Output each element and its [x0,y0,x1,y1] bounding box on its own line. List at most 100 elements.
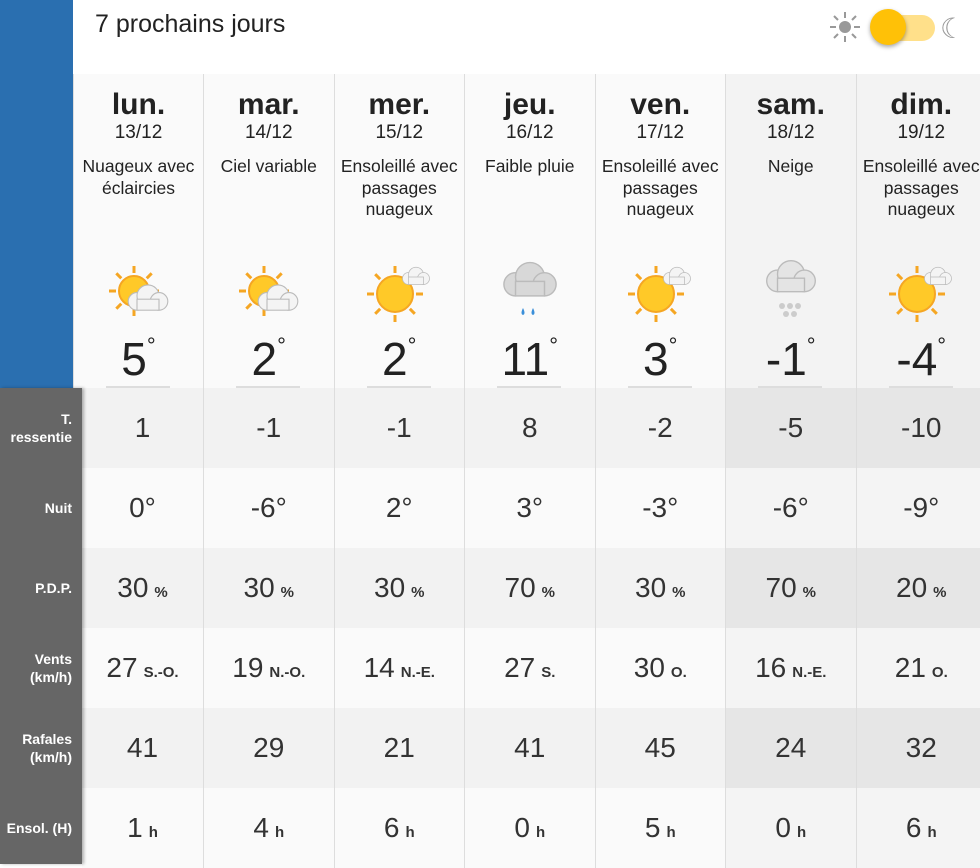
day-description: Ensoleillé avec passages nuageux [335,156,465,244]
day-description: Ciel variable [204,156,334,244]
temp-value: 2 [382,333,408,385]
cell-unit: N.-O. [269,664,305,681]
table-cell: 8 [464,388,595,468]
table-cell: -2 [595,388,726,468]
table-row: 30%30%30%70%30%70%20% [82,548,980,628]
table-cell: 41 [464,708,595,788]
temp-value: 11 [501,333,549,385]
table-row: 0°-6°2°3°-3°-6°-9° [82,468,980,548]
sun-behind-cloud-icon [106,258,172,324]
table-cell: -9° [856,468,980,548]
table-cell: 16 N.-E. [725,628,856,708]
toggle-knob[interactable] [870,9,906,45]
snow-cloud-icon [758,258,824,324]
cell-value: -6° [251,492,287,524]
table-cell: 21 [334,708,465,788]
cell-value: 16 [755,652,786,684]
cell-value: 41 [127,732,158,764]
cell-value: 21 [384,732,415,764]
cell-unit: % [672,584,685,601]
table-cell: 41 [82,708,203,788]
cell-value: 30 [117,572,148,604]
table-cell: 29 [203,708,334,788]
moon-icon: ☾ [940,12,965,45]
cell-unit: N.-E. [401,664,435,681]
cell-value: -5 [778,412,803,444]
cell-unit: O. [932,664,948,681]
cell-unit: h [666,824,675,841]
day-date: 14/12 [204,122,334,144]
day-name: dim. [857,88,980,122]
cell-value: 30 [634,652,665,684]
table-cell: 20% [856,548,980,628]
cell-value: 14 [364,652,395,684]
table-cell: 2° [334,468,465,548]
day-name: lun. [74,88,203,122]
cell-unit: S.-O. [144,664,179,681]
page-title: 7 prochains jours [95,10,285,39]
cell-unit: h [927,824,936,841]
table-cell: 30% [595,548,726,628]
table-cell: 70% [725,548,856,628]
day-date: 18/12 [726,122,856,144]
day-name: ven. [596,88,726,122]
cell-value: 6 [906,812,922,844]
day-name: jeu. [465,88,595,122]
cell-value: -9° [903,492,939,524]
cell-unit: h [275,824,284,841]
cell-value: 30 [635,572,666,604]
cell-unit: h [405,824,414,841]
temp-value: 5 [121,333,147,385]
row-label: Vents (km/h) [0,628,82,708]
row-label: Nuit [0,468,82,548]
cell-value: 2° [386,492,413,524]
cell-unit: % [154,584,167,601]
cell-unit: % [542,584,555,601]
cell-unit: N.-E. [792,664,826,681]
day-column-2: mer. 15/12 Ensoleillé avec passages nuag… [334,74,465,388]
sun-small-cloud-icon [889,258,955,324]
day-description: Ensoleillé avec passages nuageux [596,156,726,244]
day-temperature: 11° [465,332,595,386]
day-column-6: dim. 19/12 Ensoleillé avec passages nuag… [856,74,980,388]
theme-toggle[interactable]: ☾ [828,8,978,46]
table-cell: 14 N.-E. [334,628,465,708]
day-headers: lun. 13/12 Nuageux avec éclaircies 5° ma… [73,74,980,388]
table-cell: 24 [725,708,856,788]
cell-value: 0 [775,812,791,844]
cell-value: 27 [504,652,535,684]
temp-value: -1 [766,333,807,385]
cell-value: 24 [775,732,806,764]
rain-cloud-icon [497,258,563,324]
cell-value: 0° [129,492,156,524]
cell-value: 29 [253,732,284,764]
cell-value: 1 [127,812,143,844]
day-temperature: 2° [204,332,334,386]
cell-unit: h [797,824,806,841]
table-cell: -10 [856,388,980,468]
cell-value: 6 [384,812,400,844]
cell-unit: % [411,584,424,601]
sun-small-cloud-icon [628,258,694,324]
day-description: Ensoleillé avec passages nuageux [857,156,980,244]
cell-value: 1 [135,412,151,444]
cell-value: -6° [773,492,809,524]
degree-sign: ° [549,333,558,358]
table-cell: 30% [82,548,203,628]
table-cell: -6° [203,468,334,548]
cell-unit: S. [541,664,555,681]
table-cell: 1 [82,388,203,468]
degree-sign: ° [937,333,946,358]
day-date: 19/12 [857,122,980,144]
cell-value: 70 [766,572,797,604]
